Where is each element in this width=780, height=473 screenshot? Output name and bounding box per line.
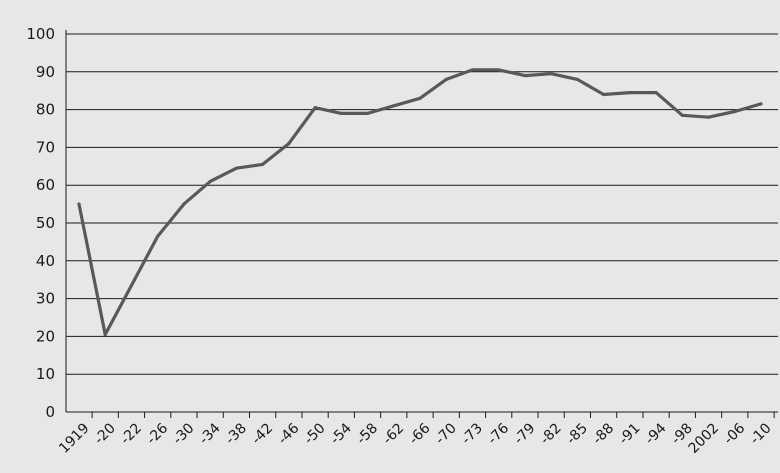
data-point-2010 — [759, 102, 763, 106]
data-point-1922 — [129, 283, 134, 287]
data-point-1962 — [392, 104, 396, 108]
y-tick-label-0: 0 — [45, 403, 55, 421]
y-tick-label-90: 90 — [36, 63, 55, 81]
data-point-1991 — [628, 90, 632, 95]
data-point-1976 — [497, 68, 501, 72]
data-point-1994 — [654, 90, 658, 95]
y-tick-label-50: 50 — [36, 214, 55, 232]
data-point-2002 — [706, 115, 711, 119]
y-tick-label-80: 80 — [36, 101, 55, 119]
y-tick-label-20: 20 — [36, 327, 55, 345]
data-point-1979 — [523, 73, 527, 78]
data-point-1998 — [680, 113, 684, 117]
data-point-1920 — [103, 332, 107, 337]
data-point-1950 — [313, 106, 317, 110]
data-point-1938 — [234, 166, 238, 170]
y-tick-label-30: 30 — [36, 290, 55, 308]
data-point-1985 — [575, 77, 579, 81]
data-point-1988 — [602, 92, 606, 97]
y-tick-label-60: 60 — [36, 176, 55, 194]
series-layer — [77, 68, 763, 337]
data-point-1946 — [287, 142, 291, 146]
axes — [65, 30, 778, 413]
y-tick-label-100: 100 — [26, 25, 55, 43]
data-point-1954 — [339, 111, 343, 115]
y-axis-tick-labels: 0 10 20 30 40 50 60 70 80 90 100 — [26, 25, 55, 421]
gridlines — [66, 33, 778, 375]
data-point-1926 — [156, 234, 160, 238]
y-tick-label-10: 10 — [36, 365, 55, 383]
data-point-1942 — [261, 162, 265, 167]
y-tick-label-70: 70 — [36, 138, 55, 156]
data-point-1982 — [549, 72, 553, 76]
data-point-2006 — [733, 109, 737, 114]
data-point-1930 — [182, 202, 186, 206]
data-point-1970 — [444, 77, 448, 81]
data-point-1919 — [77, 202, 81, 206]
data-point-1934 — [208, 179, 212, 184]
data-point-1966 — [418, 96, 422, 100]
y-tick-label-40: 40 — [36, 252, 55, 270]
data-point-1958 — [365, 111, 370, 115]
data-point-1973 — [470, 68, 475, 72]
